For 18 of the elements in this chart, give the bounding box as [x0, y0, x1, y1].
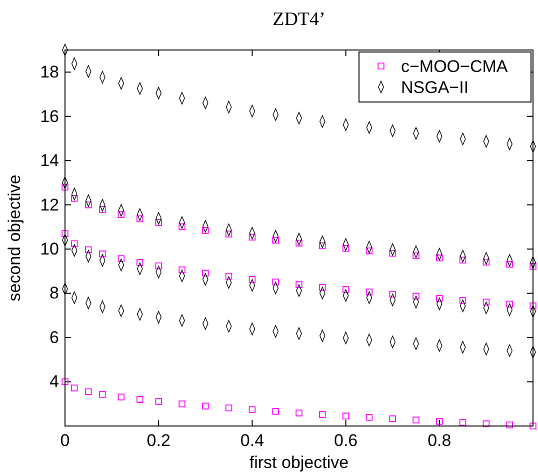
x-tick-label: 0.8 — [428, 431, 452, 450]
y-tick-label: 14 — [40, 151, 59, 170]
x-tick-label: 0.6 — [334, 431, 358, 450]
x-axis-title: first objective — [249, 453, 349, 472]
y-tick-label: 18 — [40, 62, 59, 82]
legend-label: NSGA−II — [401, 78, 469, 97]
y-tick-label: 8 — [50, 284, 59, 303]
y-tick-label: 4 — [50, 372, 59, 392]
x-tick-label: 0.2 — [146, 431, 170, 450]
y-tick-label: 16 — [40, 106, 59, 126]
x-tick-label: 0.4 — [240, 431, 264, 450]
y-tick-label: 10 — [40, 240, 59, 258]
y-axis-title: second objective — [5, 174, 24, 302]
legend-label: c−MOO−CMA — [401, 57, 508, 76]
chart-title: ZDT4’ — [272, 9, 326, 30]
x-tick-label: 0 — [60, 431, 70, 450]
y-tick-label: 12 — [40, 195, 59, 214]
y-tick-label: 6 — [50, 328, 59, 347]
